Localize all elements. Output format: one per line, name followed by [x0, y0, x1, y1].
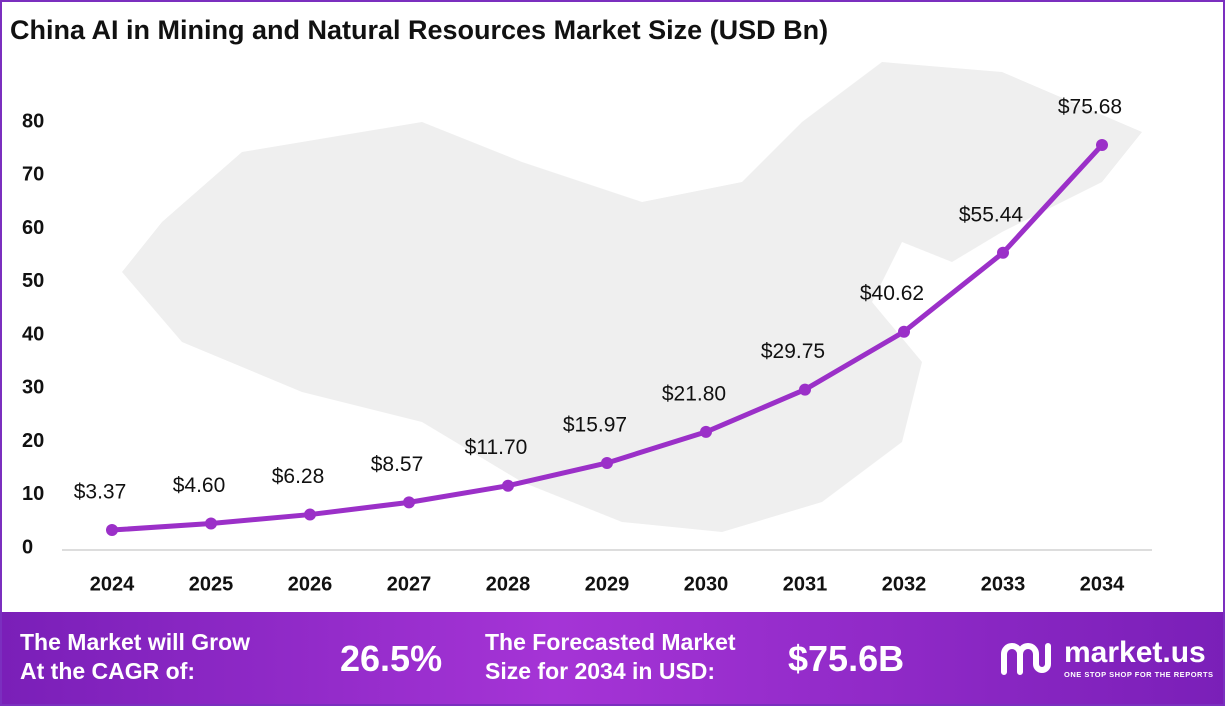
x-tick-label: 2034: [1080, 573, 1125, 595]
cagr-line: At the CAGR of:: [20, 658, 196, 684]
map-background: [122, 62, 1142, 532]
forecast-line: The Forecasted Market: [485, 629, 736, 655]
y-tick-label: 50: [22, 270, 44, 292]
marker: [304, 508, 316, 521]
x-tick-label: 2024: [90, 573, 135, 595]
x-tick-label: 2026: [288, 573, 333, 595]
marker: [106, 524, 118, 537]
marker: [898, 325, 910, 338]
marker: [997, 246, 1009, 259]
marker: [700, 425, 712, 438]
value-label: $11.70: [465, 436, 528, 459]
y-tick-label: 80: [22, 110, 44, 132]
x-tick-label: 2028: [486, 573, 531, 595]
cagr-value: 26.5%: [340, 638, 443, 679]
tagline: ONE STOP SHOP FOR THE REPORTS: [1064, 670, 1214, 679]
x-tick-label: 2027: [387, 573, 432, 595]
brand: market.us: [1064, 636, 1206, 669]
marker: [502, 479, 514, 492]
marker: [403, 496, 415, 509]
value-label: $15.97: [563, 414, 627, 437]
x-tick-label: 2031: [783, 573, 828, 595]
x-tick-label: 2025: [189, 573, 234, 595]
footer: The Market will Grow At the CAGR of: 26.5…: [2, 612, 1223, 704]
value-label: $55.44: [959, 203, 1024, 226]
y-tick-label: 0: [22, 536, 33, 558]
value-label: $21.80: [662, 382, 726, 405]
y-tick-label: 60: [22, 217, 44, 239]
y-tick-label: 40: [22, 323, 44, 345]
marker: [799, 383, 811, 396]
y-tick-label: 70: [22, 164, 44, 186]
value-label: $4.60: [173, 474, 226, 497]
value-label: $29.75: [761, 340, 825, 363]
value-label: $6.28: [272, 465, 325, 488]
cagr-text: The Market will Grow At the CAGR of:: [20, 628, 250, 686]
chart-title: China AI in Mining and Natural Resources…: [10, 15, 828, 45]
value-label: $75.68: [1058, 96, 1122, 119]
x-tick-label: 2029: [585, 573, 630, 595]
x-tick-label: 2033: [981, 573, 1026, 595]
y-tick-label: 30: [22, 377, 44, 399]
value-label: $40.62: [860, 282, 924, 305]
forecast-value: $75.6B: [788, 638, 905, 679]
brand-logo: [1001, 643, 1051, 675]
x-tick-label: 2032: [882, 573, 927, 595]
marker: [601, 456, 613, 469]
marker: [205, 517, 217, 530]
x-tick-label: 2030: [684, 573, 729, 595]
forecast-line: Size for 2034 in USD:: [485, 658, 716, 684]
forecast-text: The Forecasted Market Size for 2034 in US…: [485, 628, 736, 686]
y-tick-label: 10: [22, 483, 44, 505]
y-tick-label: 20: [22, 430, 44, 452]
chart: China AI in Mining and Natural Resources…: [10, 15, 1152, 595]
value-label: $8.57: [371, 453, 424, 476]
cagr-line: The Market will Grow: [20, 629, 251, 655]
marker: [1096, 139, 1108, 152]
value-label: $3.37: [74, 481, 127, 504]
